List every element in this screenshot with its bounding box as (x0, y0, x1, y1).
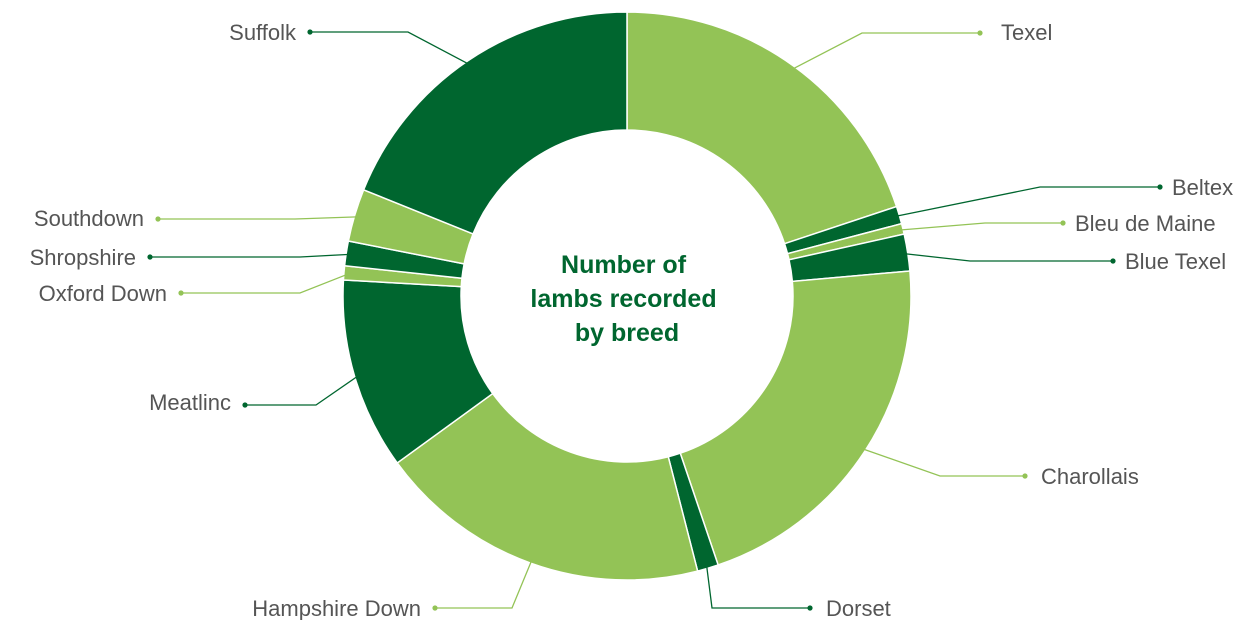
labels-group: Texel Beltex Bleu de Maine Blue Texel Charol… (30, 20, 1234, 620)
slice-suffolk (362, 11, 628, 235)
leader-line-texel (789, 32, 980, 72)
slice-label-dorset: Dorset (826, 596, 891, 620)
slice-hampshire-down (396, 392, 699, 581)
chart-title: Number of lambs recorded by breed (530, 251, 723, 347)
slice-charollais (679, 270, 912, 566)
leader-dot-suffolk (307, 29, 313, 35)
slice-label-oxford-down: Oxford Down (39, 281, 167, 306)
leader-line-dorset (705, 562, 810, 609)
slice-label-hampshire-down: Hampshire Down (252, 596, 421, 620)
slice-label-texel: Texel (1001, 20, 1052, 45)
slice-label-suffolk: Suffolk (229, 20, 297, 45)
slice-texel (626, 11, 898, 245)
leader-line-oxford-down (181, 272, 351, 294)
leader-dot-hampshire-down (432, 605, 438, 611)
leader-dot-southdown (155, 216, 161, 222)
leader-dot-beltex (1157, 184, 1163, 190)
slice-label-charollais: Charollais (1041, 464, 1139, 489)
leader-line-meatlinc (245, 373, 361, 406)
leader-line-southdown (158, 216, 361, 220)
leader-dot-shropshire (147, 254, 153, 260)
leader-dot-oxford-down (178, 290, 184, 296)
chart-title-line-2: lambs recorded (530, 285, 716, 313)
leader-dot-bleu-de-maine (1060, 220, 1066, 226)
leader-lines-group (147, 29, 1163, 611)
chart-title-line-3: by breed (575, 319, 679, 347)
slice-label-beltex: Beltex (1172, 175, 1233, 200)
leader-dot-texel (977, 30, 983, 36)
leader-line-blue-texel (901, 252, 1113, 262)
leader-line-bleu-de-maine (897, 222, 1063, 231)
slice-label-shropshire: Shropshire (30, 245, 136, 270)
leader-line-suffolk (310, 31, 472, 67)
slice-label-meatlinc: Meatlinc (149, 390, 231, 415)
leader-dot-charollais (1022, 473, 1028, 479)
chart-title-line-1: Number of (561, 251, 687, 279)
slice-label-bleu-de-maine: Bleu de Maine (1075, 211, 1216, 236)
leader-line-charollais (859, 447, 1025, 477)
leader-dot-meatlinc (242, 402, 248, 408)
leader-dot-blue-texel (1110, 258, 1116, 264)
leader-line-hampshire-down (435, 557, 534, 609)
leader-dot-dorset (807, 605, 813, 611)
leader-line-shropshire (150, 253, 353, 258)
slices-group (342, 11, 912, 581)
slice-label-blue-texel: Blue Texel (1125, 249, 1226, 274)
leader-line-beltex (893, 186, 1160, 218)
slice-label-southdown: Southdown (34, 206, 144, 231)
